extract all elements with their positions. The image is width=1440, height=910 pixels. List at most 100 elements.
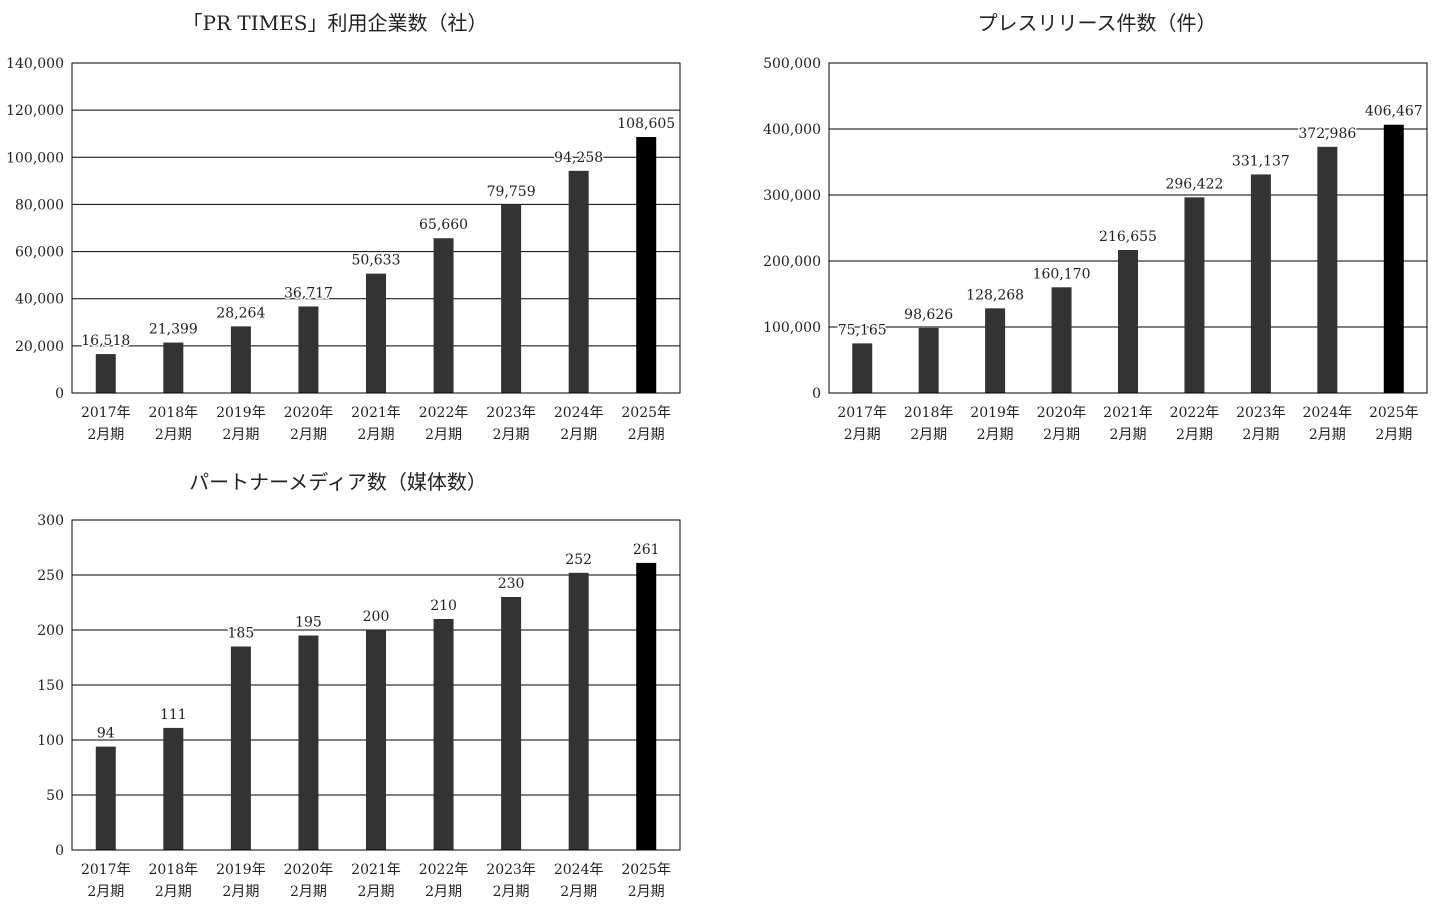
chart-1-bar-7 [501, 204, 522, 393]
chart-3-category-label-period: 2月期 [425, 884, 462, 900]
chart-1-category-label-year: 2023年 [486, 405, 536, 421]
chart-1-ytick-label: 140,000 [6, 56, 64, 72]
chart-2-category-label-period: 2月期 [910, 427, 947, 443]
chart-1-bar-8 [568, 170, 589, 393]
chart-1-value-label-9: 108,605 [617, 116, 675, 132]
chart-2-category-label-year: 2022年 [1170, 405, 1220, 421]
chart-1-value-label-7: 79,759 [487, 184, 536, 200]
chart-1-bar-3 [230, 326, 251, 393]
chart-2-ytick-label: 100,000 [763, 320, 821, 336]
chart-3-bar-4 [298, 635, 319, 850]
chart-2-ytick-label: 300,000 [763, 188, 821, 204]
chart-1-value-label-2: 21,399 [149, 322, 198, 338]
chart-1-category-label-period: 2月期 [155, 427, 192, 443]
chart-1-category-label-period: 2月期 [560, 427, 597, 443]
chart-3-category-label-period: 2月期 [358, 884, 395, 900]
chart-3-category-label-period: 2月期 [290, 884, 327, 900]
chart-2-value-label-1: 75,165 [838, 322, 887, 338]
chart-2-value-label-8: 372,986 [1298, 126, 1356, 142]
chart-2-value-label-4: 160,170 [1033, 266, 1091, 282]
chart-1-bar-2 [163, 342, 184, 393]
chart-2-title: プレスリリース件数（件） [978, 11, 1217, 35]
chart-2-category-label-period: 2月期 [1375, 427, 1412, 443]
chart-3-bar-6 [433, 619, 454, 850]
chart-2-bar-8 [1317, 146, 1338, 393]
chart-3-category-label-period: 2月期 [560, 884, 597, 900]
chart-3-category-label-period: 2月期 [155, 884, 192, 900]
chart-2-ytick-label: 500,000 [763, 56, 821, 72]
chart-3-category-label-period: 2月期 [628, 884, 665, 900]
chart-2-ytick-label: 0 [812, 386, 821, 402]
chart-3-ytick-label: 150 [37, 678, 64, 694]
chart-1-category-label-year: 2019年 [216, 405, 266, 421]
chart-1-category-label-period: 2月期 [628, 427, 665, 443]
chart-1-category-label-period: 2月期 [222, 427, 259, 443]
chart-1-category-label-year: 2017年 [81, 405, 131, 421]
chart-1-category-label-period: 2月期 [425, 427, 462, 443]
chart-1-category-label-year: 2021年 [351, 405, 401, 421]
chart-2-category-label-year: 2018年 [904, 405, 954, 421]
chart-2-category-label-year: 2020年 [1037, 405, 1087, 421]
chart-1-category-label-period: 2月期 [87, 427, 124, 443]
chart-2-bar-1 [852, 343, 873, 393]
chart-3-bar-7 [501, 597, 522, 850]
chart-2-category-label-period: 2月期 [1242, 427, 1279, 443]
chart-1-category-label-year: 2022年 [419, 405, 469, 421]
chart-3-value-label-8: 252 [565, 552, 592, 568]
chart-2-category-label-period: 2月期 [977, 427, 1014, 443]
chart-1-category-label-year: 2024年 [554, 405, 604, 421]
chart-3-bar-9 [636, 562, 657, 850]
chart-3-value-label-4: 195 [295, 615, 322, 631]
chart-2-frame [828, 62, 1428, 394]
chart-3-ytick-label: 200 [37, 623, 64, 639]
chart-3-category-label-period: 2月期 [493, 884, 530, 900]
chart-1-ytick-label: 0 [55, 386, 64, 402]
chart-2-category-label-year: 2023年 [1236, 405, 1286, 421]
chart-1-bar-1 [95, 354, 116, 393]
chart-3-ytick-label: 50 [46, 788, 64, 804]
chart-2-value-label-6: 296,422 [1165, 176, 1223, 192]
chart-2-category-label-period: 2月期 [1309, 427, 1346, 443]
chart-2-value-label-7: 331,137 [1232, 153, 1290, 169]
chart-2-category-label-period: 2月期 [1110, 427, 1147, 443]
chart-1-value-label-1: 16,518 [81, 333, 130, 349]
chart-3-value-label-3: 185 [228, 626, 255, 642]
chart-3-ytick-label: 0 [55, 843, 64, 859]
chart-1-bar-9 [636, 137, 657, 393]
chart-3-bar-3 [230, 646, 251, 850]
chart-1-category-label-year: 2018年 [149, 405, 199, 421]
chart-3-category-label-year: 2020年 [284, 862, 334, 878]
chart-1-frame [71, 62, 681, 394]
chart-1-bar-6 [433, 238, 454, 393]
chart-3-bar-5 [366, 630, 386, 850]
chart-3-value-label-2: 111 [160, 707, 187, 723]
chart-3-category-label-period: 2月期 [87, 884, 124, 900]
chart-3-category-label-year: 2019年 [216, 862, 266, 878]
chart-1-ytick-label: 80,000 [15, 197, 64, 213]
chart-3-title: パートナーメディア数（媒体数） [189, 470, 487, 494]
chart-1-category-label-period: 2月期 [290, 427, 327, 443]
chart-1-ytick-label: 100,000 [6, 150, 64, 166]
chart-3-ytick-label: 100 [37, 733, 64, 749]
chart-2-value-label-2: 98,626 [904, 307, 953, 323]
chart-2-category-label-year: 2019年 [970, 405, 1020, 421]
chart-3-value-label-1: 94 [97, 726, 115, 742]
chart-1-title: 「PR TIMES」利用企業数（社） [183, 11, 488, 35]
chart-3-category-label-year: 2023年 [486, 862, 536, 878]
chart-2-bar-2 [918, 327, 939, 393]
chart-1-bar-4 [298, 306, 319, 393]
chart-3-category-label-year: 2025年 [621, 862, 671, 878]
chart-3-bar-1 [95, 746, 116, 850]
chart-3-category-label-period: 2月期 [222, 884, 259, 900]
chart-1-bar-5 [366, 273, 386, 393]
chart-3-bar-8 [568, 572, 589, 850]
chart-2-value-label-5: 216,655 [1099, 229, 1157, 245]
chart-3-category-label-year: 2022年 [419, 862, 469, 878]
chart-2-value-label-9: 406,467 [1365, 104, 1423, 120]
chart-2-ytick-label: 400,000 [763, 122, 821, 138]
chart-1-ytick-label: 120,000 [6, 103, 64, 119]
chart-2-category-label-year: 2021年 [1103, 405, 1153, 421]
chart-2-bar-5 [1118, 250, 1138, 393]
chart-1-category-label-period: 2月期 [493, 427, 530, 443]
